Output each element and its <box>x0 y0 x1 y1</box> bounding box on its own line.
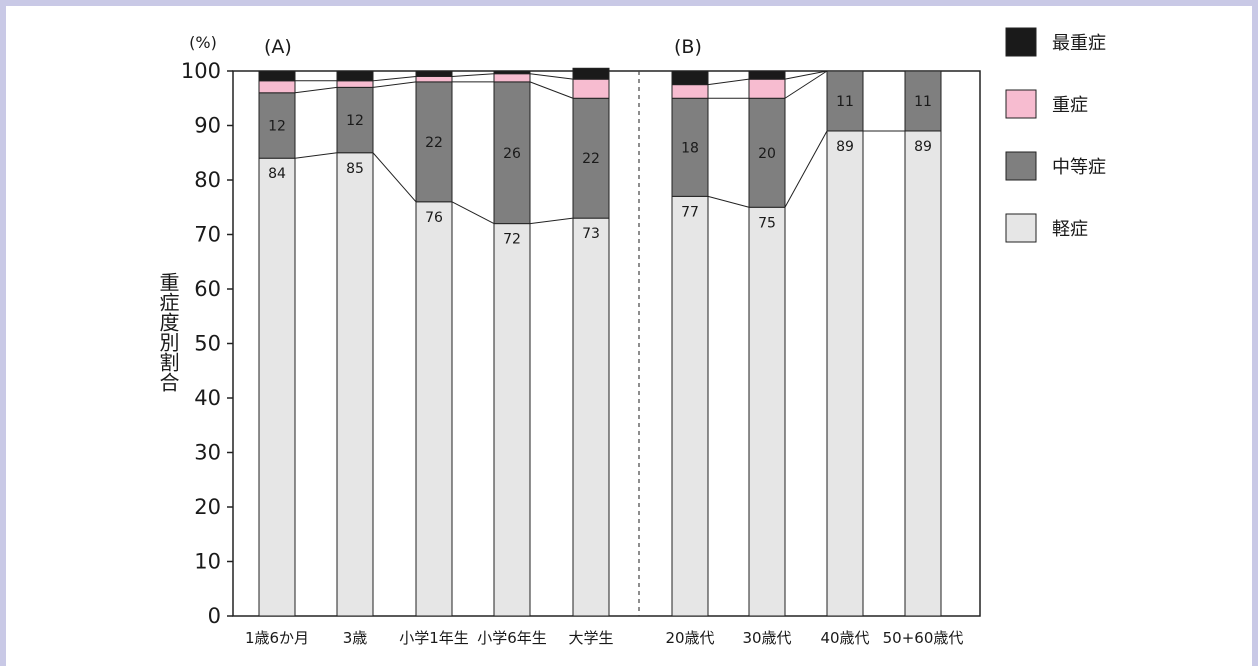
data-label-moderate: 26 <box>503 146 521 162</box>
connector-line <box>707 78 750 86</box>
connector-line <box>784 70 828 99</box>
connector-line <box>372 75 417 82</box>
data-label-light: 84 <box>268 166 286 182</box>
legend-label: 最重症 <box>1052 33 1106 54</box>
connector-line <box>784 130 828 208</box>
y-tick-label: 0 <box>208 604 221 628</box>
y-tick-label: 60 <box>194 277 221 301</box>
stacked-bar-chart: 0 10 20 30 40 50 60 70 80 90 100 (%) 重症度別割合 (A) (B) 84 1… <box>156 27 1106 647</box>
x-category-label: 大学生 <box>568 629 613 647</box>
x-category-label: 30歳代 <box>742 629 791 647</box>
bar-segment-最重症 <box>572 67 610 80</box>
y-tick-label: 30 <box>194 441 221 465</box>
x-category-label: 3歳 <box>343 629 368 647</box>
bar-segment-軽症 <box>904 130 942 617</box>
connector-line <box>529 217 574 225</box>
panel-label-a: (A) <box>264 36 292 58</box>
bar-segment-最重症 <box>748 70 786 80</box>
panel-label-b: (B) <box>674 36 702 58</box>
data-label-moderate: 22 <box>582 151 600 167</box>
y-tick-label: 40 <box>194 386 221 410</box>
data-label-light: 89 <box>914 139 932 155</box>
connector-line <box>707 195 750 208</box>
bar-segment-軽症 <box>826 130 864 617</box>
bar-segment-中等症 <box>572 97 610 219</box>
data-label-light: 72 <box>503 232 521 248</box>
data-label-moderate: 12 <box>346 113 364 129</box>
bar-segment-重症 <box>671 84 709 99</box>
x-category-label: 1歳6か月 <box>245 629 309 647</box>
bar-segment-重症 <box>572 78 610 99</box>
data-label-light: 85 <box>346 161 364 177</box>
data-label-light: 89 <box>836 139 854 155</box>
data-label-moderate: 11 <box>914 94 932 110</box>
data-label-light: 75 <box>758 215 776 231</box>
bar-segment-最重症 <box>336 70 374 82</box>
y-tick-label: 10 <box>194 550 221 574</box>
y-tick-label: 20 <box>194 495 221 519</box>
connector-line <box>294 86 338 94</box>
bar-segment-最重症 <box>415 70 453 77</box>
connector-line <box>529 81 574 99</box>
legend-label: 重症 <box>1052 95 1088 116</box>
bar-segment-重症 <box>336 80 374 88</box>
legend-swatch <box>1005 151 1037 181</box>
connector-line <box>451 201 495 225</box>
legend-swatch <box>1005 213 1037 243</box>
x-category-label: 小学6年生 <box>477 629 547 647</box>
data-label-light: 76 <box>425 210 443 226</box>
y-tick-label: 100 <box>181 59 221 83</box>
y-tick-label: 90 <box>194 114 221 138</box>
x-category-label: 20歳代 <box>665 629 714 647</box>
x-category-label: 40歳代 <box>820 629 869 647</box>
bar-segment-最重症 <box>671 70 709 86</box>
connector-line <box>372 81 417 88</box>
bar-segment-中等症 <box>904 70 942 132</box>
legend-swatch <box>1005 27 1037 57</box>
bar-segment-中等症 <box>415 81 453 203</box>
bar-segment-軽症 <box>671 195 709 617</box>
bar-segment-中等症 <box>748 97 786 208</box>
bar-segment-最重症 <box>493 70 531 75</box>
data-label-moderate: 20 <box>758 146 776 162</box>
x-category-label: 50+60歳代 <box>883 629 964 647</box>
bar-segment-重症 <box>258 80 296 94</box>
legend-swatch <box>1005 89 1037 119</box>
y-tick-label: 70 <box>194 223 221 247</box>
bar-segment-軽症 <box>415 201 453 617</box>
bar-segment-最重症 <box>258 70 296 82</box>
connector-line <box>529 73 574 80</box>
connector-line <box>784 70 828 80</box>
y-tick-label: 50 <box>194 332 221 356</box>
bar-segment-軽症 <box>336 152 374 617</box>
data-label-light: 73 <box>582 226 600 242</box>
bar-segment-軽症 <box>572 217 610 617</box>
connector-line <box>451 73 495 77</box>
y-axis-label: 重症度別割合 <box>156 272 180 392</box>
data-label-moderate: 18 <box>681 140 699 156</box>
y-unit-label: (%) <box>189 33 217 52</box>
data-label-light: 77 <box>681 204 699 220</box>
data-label-moderate: 11 <box>836 94 854 110</box>
data-label-moderate: 12 <box>268 119 286 135</box>
connector-line <box>294 152 338 159</box>
bar-segment-軽症 <box>258 157 296 617</box>
bar-segment-重症 <box>748 78 786 99</box>
bar-segment-中等症 <box>826 70 864 132</box>
bar-segment-軽症 <box>493 223 531 617</box>
legend-label: 中等症 <box>1052 157 1106 178</box>
bar-segment-軽症 <box>748 206 786 617</box>
bar-segment-中等症 <box>493 81 531 225</box>
legend-label: 軽症 <box>1052 219 1088 240</box>
data-label-moderate: 22 <box>425 135 443 151</box>
bar-segment-中等症 <box>258 92 296 159</box>
bar-segment-重症 <box>415 75 453 83</box>
y-tick-label: 80 <box>194 168 221 192</box>
top-strip <box>6 0 1252 6</box>
connector-line <box>372 152 417 203</box>
bar-segment-重症 <box>493 73 531 83</box>
x-category-label: 小学1年生 <box>399 629 469 647</box>
